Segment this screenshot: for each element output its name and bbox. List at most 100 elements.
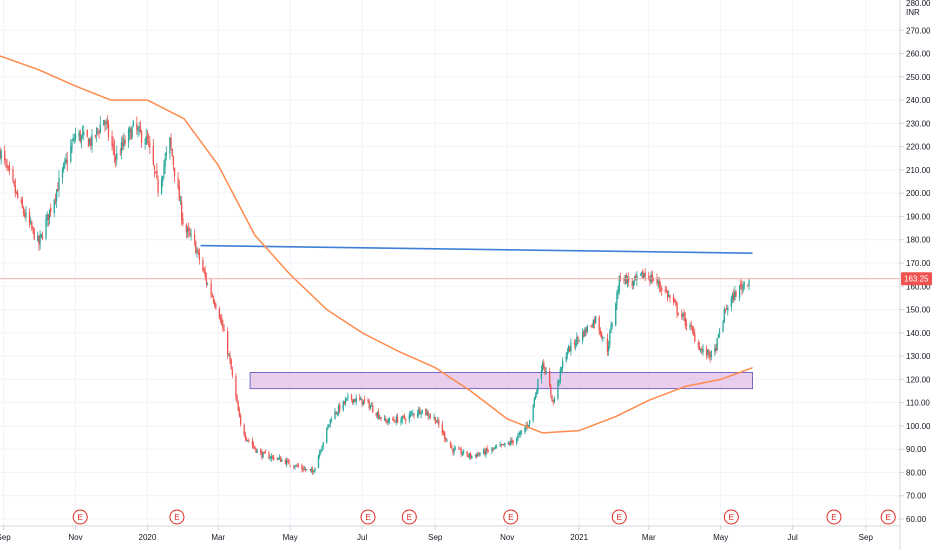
candle-body	[453, 448, 455, 453]
trendline[interactable]	[200, 244, 753, 255]
y-tick-label: 210.00	[906, 166, 931, 175]
candle-body	[734, 291, 736, 301]
candle-body	[120, 142, 123, 154]
candle-body	[273, 456, 275, 460]
y-axis[interactable]: 280.00 INR 60.00 70.00 80.00 90.00 100.00 110…	[899, 0, 931, 550]
x-tick-label: Sep	[428, 533, 443, 542]
candle-body	[606, 338, 609, 352]
candle-body	[130, 130, 132, 140]
candle-body	[682, 314, 684, 317]
candle-body	[501, 444, 504, 445]
candle-body	[565, 355, 567, 361]
candle-body	[643, 274, 645, 279]
candle-body	[598, 317, 600, 331]
candle-body	[14, 185, 16, 194]
candle-body	[127, 130, 130, 143]
candle-body	[507, 442, 510, 445]
earnings-marker: E	[611, 509, 627, 525]
candle-body	[461, 453, 464, 455]
candle-body	[22, 208, 25, 214]
candle-body	[13, 181, 15, 185]
candle-body	[193, 234, 196, 241]
candle-body	[215, 304, 217, 309]
candle-body	[80, 135, 83, 142]
candle-body	[533, 398, 535, 406]
candle-body	[485, 448, 487, 456]
candle-body	[466, 451, 468, 456]
support-zone[interactable]	[249, 371, 753, 390]
candle-body	[742, 285, 744, 291]
candle-body	[72, 137, 74, 142]
candle-body	[561, 361, 564, 368]
candle-body	[388, 418, 390, 423]
candle-body	[690, 325, 692, 328]
moving-average	[0, 55, 753, 434]
x-tick-label: Jul	[357, 533, 367, 542]
candle-body	[738, 285, 741, 298]
candle-body	[467, 455, 469, 457]
candle-body	[628, 278, 630, 282]
candle-body	[460, 449, 462, 455]
candle-body	[479, 453, 481, 456]
y-tick-label: 160.00	[906, 282, 931, 291]
candle-body	[203, 269, 205, 272]
candle-body	[244, 434, 246, 439]
candle-body	[421, 409, 423, 413]
candle-body	[336, 412, 339, 415]
x-axis[interactable]: Sep Nov 2020 Mar May Jul Sep Nov 2021 Mar May Jul Se…	[0, 525, 900, 542]
candle-body	[281, 460, 283, 462]
last-price-tag-box	[901, 272, 932, 286]
candle-body	[256, 449, 258, 453]
candle-body	[550, 386, 552, 395]
candle-body	[153, 166, 156, 170]
candle-body	[419, 408, 421, 414]
candle-body	[624, 274, 626, 281]
candle-body	[54, 198, 57, 200]
candle-body	[544, 367, 546, 374]
candle-body	[428, 416, 431, 418]
y-tick-label: 240.00	[906, 96, 931, 105]
candle-body	[586, 326, 589, 332]
candle-body	[558, 380, 560, 382]
candle-body	[4, 150, 6, 161]
candle-body	[0, 151, 2, 159]
candle-body	[474, 454, 477, 456]
candle-body	[725, 308, 728, 310]
earnings-marker: E	[360, 509, 376, 525]
candle-body	[90, 138, 92, 146]
x-tick-label: 2021	[570, 533, 588, 542]
candle-body	[99, 124, 101, 134]
candle-body	[313, 471, 315, 473]
candle-body	[707, 349, 709, 355]
candle-body	[387, 421, 389, 423]
candle-body	[212, 298, 215, 302]
candle-body	[445, 438, 447, 441]
candle-body	[603, 337, 605, 339]
candle-body	[413, 413, 415, 416]
candle-body	[714, 348, 716, 352]
candle-body	[294, 466, 296, 468]
candle-body	[599, 331, 602, 334]
candle-body	[444, 432, 446, 439]
candle-body	[412, 413, 414, 415]
candle-body	[446, 440, 448, 442]
candle-body	[335, 412, 337, 414]
candle-body	[674, 300, 676, 303]
candle-body	[96, 128, 98, 135]
candle-body	[278, 457, 281, 459]
candle-body	[83, 131, 85, 136]
candle-body	[81, 133, 84, 134]
candle-body	[363, 399, 366, 401]
earnings-marker-circle	[401, 509, 417, 525]
candle-body	[475, 454, 478, 457]
candle-body	[64, 160, 66, 164]
candle-body	[354, 399, 356, 402]
candle-body	[375, 412, 377, 417]
candles	[0, 115, 750, 475]
y-tick-label: 150.00	[906, 306, 931, 315]
candle-body	[610, 325, 612, 333]
y-tick-label: 200.00	[906, 189, 931, 198]
candle-body	[28, 211, 31, 223]
candle-body	[582, 331, 584, 341]
